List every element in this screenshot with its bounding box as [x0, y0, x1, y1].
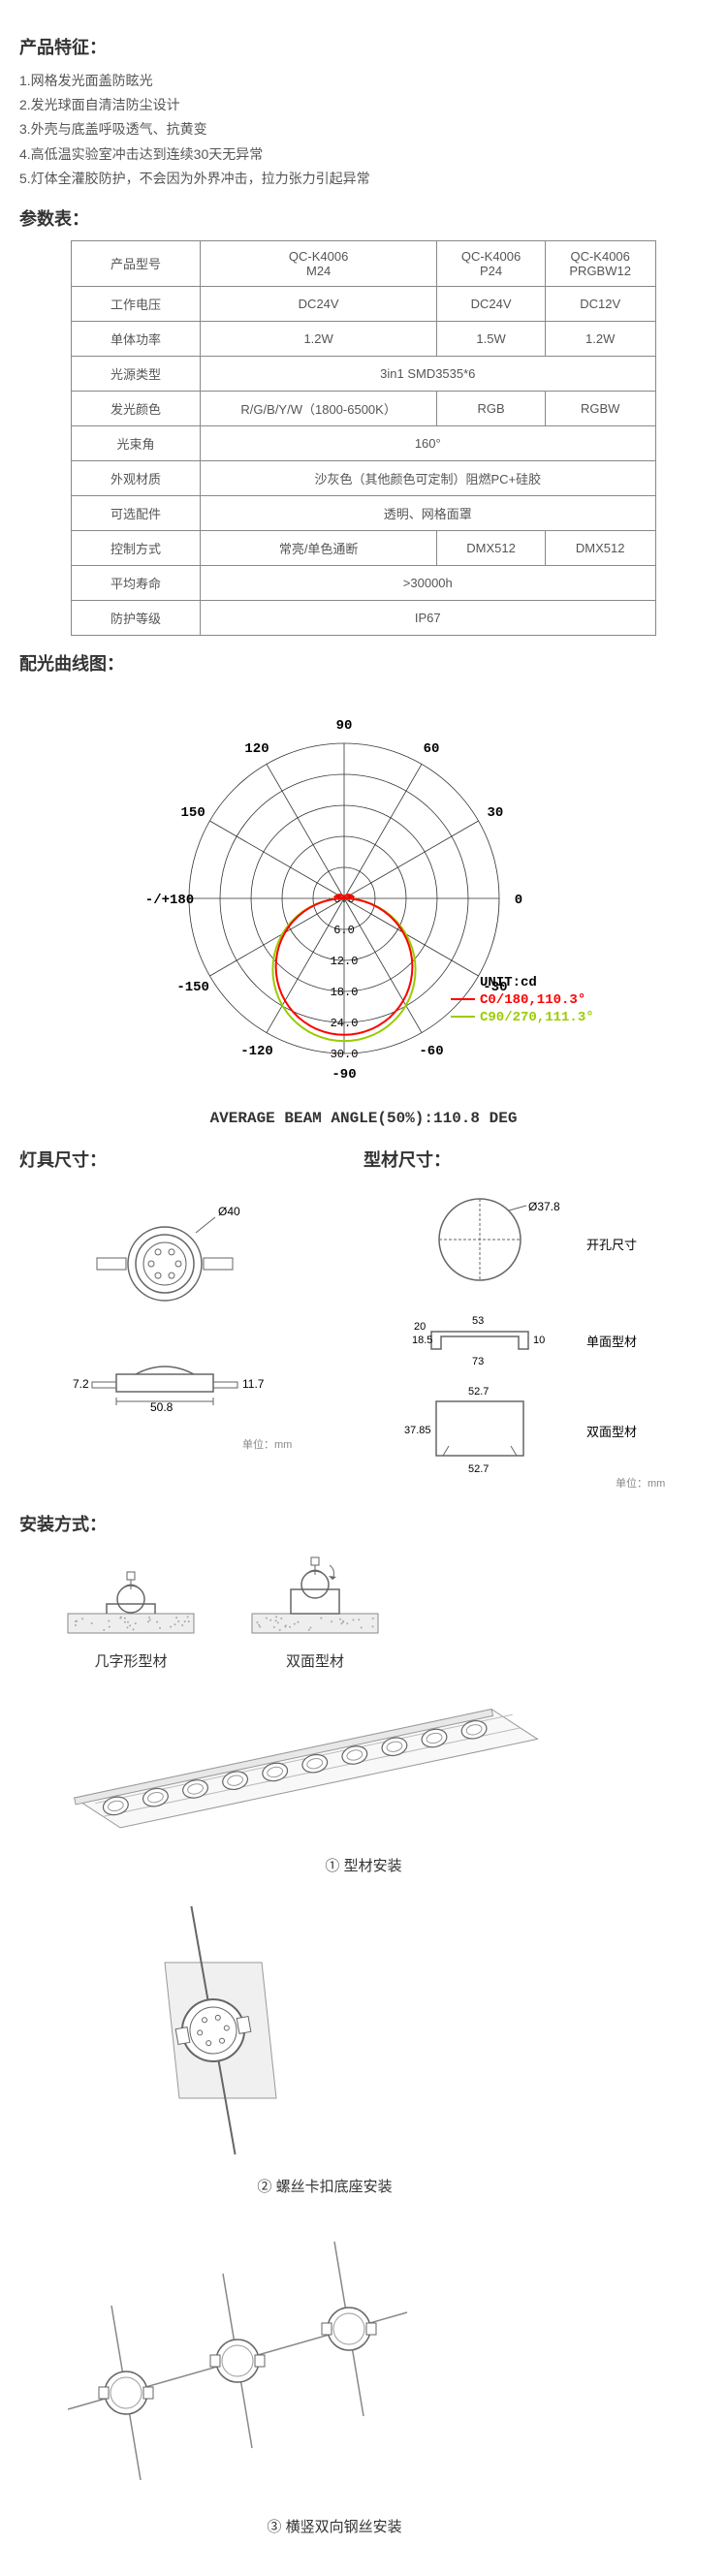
- param-value: QC-K4006 P24: [437, 240, 545, 286]
- params-table: 产品型号QC-K4006 M24QC-K4006 P24QC-K4006 PRG…: [71, 240, 656, 636]
- step3-label: ③ 横竖双向钢丝安装: [19, 2516, 649, 2536]
- params-title: 参数表：: [19, 205, 708, 231]
- polar-title: 配光曲线图：: [19, 650, 708, 675]
- param-label: 单体功率: [72, 321, 201, 356]
- install-type2-svg: [242, 1555, 388, 1643]
- param-label: 可选配件: [72, 495, 201, 530]
- param-value: 常亮/单色通断: [200, 530, 437, 565]
- svg-text:53: 53: [472, 1315, 484, 1327]
- feature-item: 3.外壳与底盖呼吸透气、抗黄变: [19, 117, 708, 141]
- polar-caption: AVERAGE BEAM ANGLE(50%):110.8 DEG: [19, 1110, 708, 1127]
- param-value: 3in1 SMD3535*6: [200, 356, 655, 391]
- svg-text:24.0: 24.0: [331, 1017, 359, 1030]
- profile-svg: Ø37.8 开孔尺寸 53 73 18.5 20 10 单面型材 52.7 52…: [364, 1186, 693, 1496]
- svg-text:18.5: 18.5: [412, 1335, 432, 1346]
- polar-diagram: -/+1801501209060300-30-60-90-120-1500.06…: [19, 695, 708, 1127]
- svg-text:52.7: 52.7: [468, 1463, 489, 1475]
- install-step2: ② 螺丝卡扣底座安装: [19, 1895, 708, 2196]
- polar-svg: -/+1801501209060300-30-60-90-120-1500.06…: [121, 695, 606, 1102]
- features-list: 1.网格发光面盖防眩光 2.发光球面自清洁防尘设计 3.外壳与底盖呼吸透气、抗黄…: [19, 69, 708, 191]
- legend-c0: C0/180,110.3°: [480, 992, 585, 1008]
- features-title: 产品特征：: [19, 34, 708, 59]
- svg-text:90: 90: [336, 718, 353, 734]
- param-value: DMX512: [545, 530, 655, 565]
- svg-text:37.85: 37.85: [404, 1425, 431, 1436]
- svg-text:单位：mm: 单位：mm: [242, 1437, 292, 1451]
- svg-text:Ø40: Ø40: [218, 1205, 240, 1218]
- svg-text:开孔尺寸: 开孔尺寸: [586, 1238, 637, 1252]
- param-label: 防护等级: [72, 600, 201, 635]
- param-label: 光源类型: [72, 356, 201, 391]
- param-label: 产品型号: [72, 240, 201, 286]
- param-value: >30000h: [200, 565, 655, 600]
- param-label: 光束角: [72, 425, 201, 460]
- param-value: R/G/B/Y/W（1800-6500K）: [200, 391, 437, 425]
- svg-text:30: 30: [487, 805, 503, 821]
- feature-item: 1.网格发光面盖防眩光: [19, 69, 708, 93]
- feature-item: 5.灯体全灌胶防护，不会因为外界冲击，拉力张力引起异常: [19, 167, 708, 191]
- unit-label: UNIT:cd: [480, 975, 537, 990]
- svg-text:18.0: 18.0: [331, 986, 359, 999]
- svg-text:单面型材: 单面型材: [586, 1335, 637, 1349]
- svg-text:30.0: 30.0: [331, 1048, 359, 1061]
- install-step3: ③ 横竖双向钢丝安装: [19, 2215, 708, 2536]
- svg-text:7.2: 7.2: [73, 1377, 89, 1391]
- param-label: 发光颜色: [72, 391, 201, 425]
- feature-item: 4.高低温实验室冲击达到连续30天无异常: [19, 142, 708, 167]
- fixture-dim-title: 灯具尺寸：: [19, 1147, 364, 1172]
- param-value: RGBW: [545, 391, 655, 425]
- param-label: 工作电压: [72, 286, 201, 321]
- install-type1-label: 几字形型材: [58, 1650, 204, 1671]
- legend-c90: C90/270,111.3°: [480, 1010, 594, 1025]
- param-value: 1.2W: [200, 321, 437, 356]
- svg-text:-90: -90: [332, 1067, 356, 1083]
- dimensions-row: 灯具尺寸： Ø40 50.8: [19, 1147, 708, 1496]
- svg-text:150: 150: [181, 805, 205, 821]
- param-value: 1.2W: [545, 321, 655, 356]
- fixture-svg: Ø40 50.8 11.7 7.2 单位：mm: [19, 1186, 310, 1458]
- svg-text:-120: -120: [240, 1044, 273, 1059]
- svg-text:单位：mm: 单位：mm: [616, 1476, 665, 1490]
- param-value: IP67: [200, 600, 655, 635]
- svg-text:-/+180: -/+180: [145, 893, 194, 908]
- feature-item: 2.发光球面自清洁防尘设计: [19, 93, 708, 117]
- svg-text:6.0: 6.0: [333, 924, 355, 937]
- param-value: DMX512: [437, 530, 545, 565]
- svg-text:11.7: 11.7: [242, 1377, 265, 1391]
- param-value: 160°: [200, 425, 655, 460]
- svg-text:120: 120: [244, 741, 269, 757]
- param-value: QC-K4006 M24: [200, 240, 437, 286]
- install-type2-label: 双面型材: [242, 1650, 388, 1671]
- param-label: 平均寿命: [72, 565, 201, 600]
- param-label: 外观材质: [72, 460, 201, 495]
- svg-text:60: 60: [424, 741, 440, 757]
- svg-text:Ø37.8: Ø37.8: [528, 1200, 560, 1213]
- svg-text:双面型材: 双面型材: [586, 1425, 637, 1439]
- param-value: DC12V: [545, 286, 655, 321]
- profile-dim-title: 型材尺寸：: [364, 1147, 708, 1172]
- param-label: 控制方式: [72, 530, 201, 565]
- svg-text:0: 0: [515, 893, 522, 908]
- svg-text:12.0: 12.0: [331, 955, 359, 968]
- install-title: 安装方式：: [19, 1511, 708, 1536]
- param-value: RGB: [437, 391, 545, 425]
- svg-text:52.7: 52.7: [468, 1386, 489, 1398]
- param-value: 透明、网格面罩: [200, 495, 655, 530]
- step2-label: ② 螺丝卡扣底座安装: [19, 2176, 630, 2196]
- svg-text:73: 73: [472, 1356, 484, 1367]
- install-type1-svg: [58, 1555, 204, 1643]
- svg-text:20: 20: [414, 1321, 426, 1333]
- svg-text:50.8: 50.8: [150, 1400, 174, 1414]
- svg-text:-150: -150: [176, 980, 209, 995]
- param-value: DC24V: [200, 286, 437, 321]
- step1-label: ① 型材安装: [19, 1855, 708, 1875]
- svg-text:-60: -60: [419, 1044, 443, 1059]
- svg-text:10: 10: [533, 1335, 545, 1346]
- install-step1: ① 型材安装: [19, 1690, 708, 1875]
- param-value: QC-K4006 PRGBW12: [545, 240, 655, 286]
- install-type-row: 几字形型材 双面型材: [58, 1555, 708, 1671]
- param-value: DC24V: [437, 286, 545, 321]
- param-value: 沙灰色（其他颜色可定制）阻燃PC+硅胶: [200, 460, 655, 495]
- param-value: 1.5W: [437, 321, 545, 356]
